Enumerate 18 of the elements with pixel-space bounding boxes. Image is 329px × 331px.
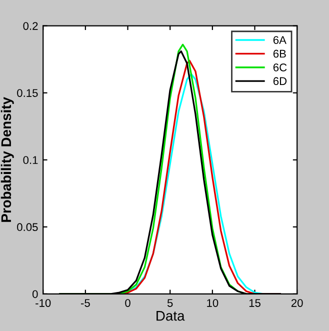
x-tick-label: 0 (125, 299, 130, 307)
legend-label: 6D (273, 77, 287, 86)
x-axis-title: Data (156, 311, 185, 321)
x-tick-label: -10 (36, 299, 51, 307)
x-tick-label: 5 (167, 299, 173, 307)
y-tick-label: 0.2 (23, 22, 38, 30)
legend-label: 6A (273, 36, 286, 44)
legend-label: 6C (273, 63, 287, 72)
y-tick-label: 0.1 (23, 156, 38, 164)
x-tick-label: -5 (80, 299, 90, 307)
x-tick-label: 10 (207, 299, 218, 307)
y-tick-label: 0.05 (17, 223, 38, 232)
legend-label: 6B (273, 50, 286, 58)
y-tick-label: 0 (32, 290, 38, 298)
y-tick-label: 0.15 (17, 89, 38, 97)
x-tick-label: 20 (291, 299, 303, 307)
x-tick-label: 15 (249, 299, 260, 307)
y-axis-title: Probability Density (0, 97, 14, 222)
